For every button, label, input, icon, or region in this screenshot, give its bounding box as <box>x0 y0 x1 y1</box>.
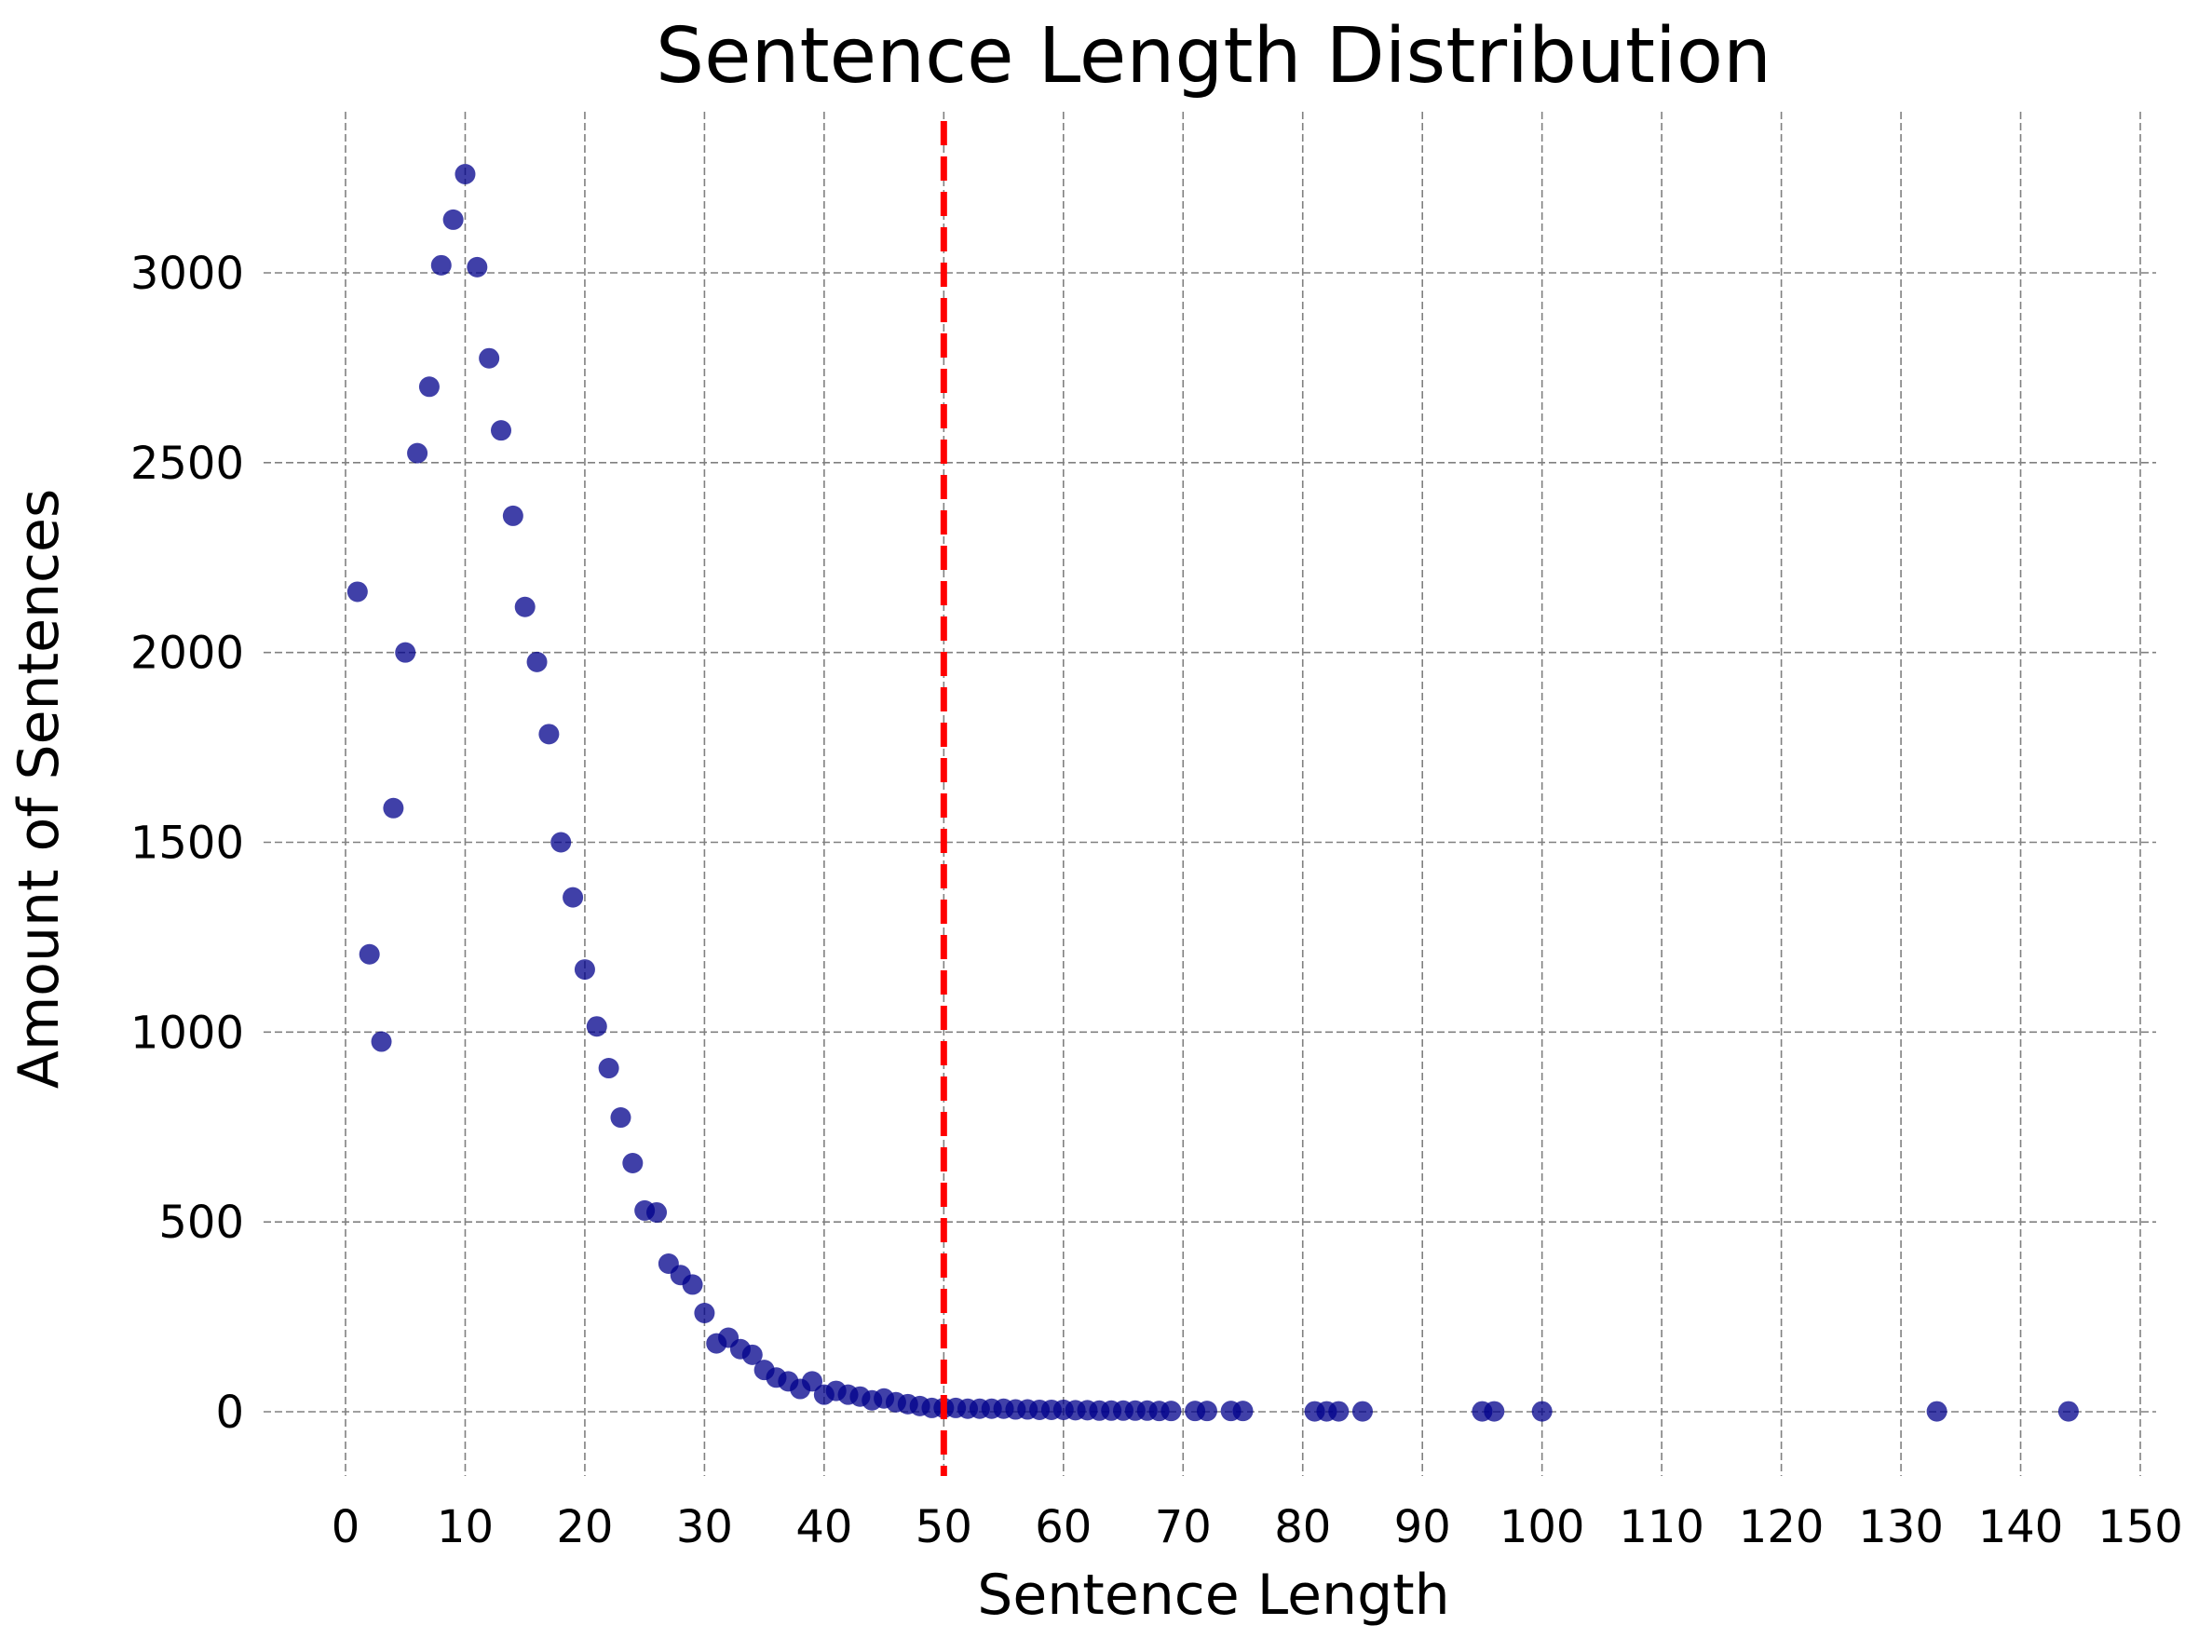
data-point <box>359 943 380 965</box>
data-points <box>346 164 2079 1422</box>
x-tick-label: 40 <box>795 1501 852 1553</box>
x-tick-label: 0 <box>332 1501 360 1553</box>
x-tick-label: 30 <box>676 1501 733 1553</box>
data-point <box>1328 1401 1350 1422</box>
data-point <box>741 1344 763 1365</box>
data-point <box>682 1274 703 1295</box>
data-point <box>598 1058 619 1079</box>
x-tick-label: 90 <box>1394 1501 1451 1553</box>
data-point <box>1232 1401 1254 1422</box>
x-tick-label: 50 <box>916 1501 972 1553</box>
y-tick-label: 2500 <box>130 438 244 490</box>
data-point <box>526 651 548 672</box>
data-point <box>802 1371 823 1392</box>
data-point <box>442 209 464 230</box>
data-point <box>2057 1401 2079 1422</box>
x-tick-labels: 0 10 20 30 40 50 60 70 80 90 100 110 120 130 140 150 <box>332 1501 2183 1553</box>
data-point <box>407 442 428 464</box>
y-tick-labels: 0 500 1000 1500 2000 2500 3000 <box>130 248 244 1439</box>
y-tick-label: 0 <box>215 1387 244 1439</box>
x-tick-label: 120 <box>1739 1501 1825 1553</box>
data-point <box>1926 1401 1947 1422</box>
x-tick-label: 60 <box>1035 1501 1092 1553</box>
data-point <box>586 1016 607 1037</box>
x-tick-label: 20 <box>556 1501 613 1553</box>
data-point <box>563 887 584 908</box>
x-axis-label: Sentence Length <box>977 1563 1449 1628</box>
data-point <box>1484 1401 1505 1422</box>
data-point <box>1351 1401 1373 1422</box>
data-point <box>1196 1401 1217 1422</box>
y-axis-label: Amount of Sentences <box>7 489 72 1089</box>
data-point <box>430 254 452 276</box>
y-tick-label: 3000 <box>130 248 244 300</box>
data-point <box>491 420 512 441</box>
x-tick-label: 10 <box>437 1501 494 1553</box>
data-point <box>1531 1401 1553 1422</box>
data-point <box>646 1201 668 1223</box>
data-point <box>622 1152 644 1173</box>
data-point <box>574 959 595 981</box>
y-tick-label: 500 <box>158 1197 244 1249</box>
data-point <box>550 832 572 853</box>
data-point <box>538 724 560 745</box>
data-point <box>610 1107 631 1129</box>
data-point <box>455 164 476 185</box>
grid-lines <box>264 112 2156 1476</box>
x-tick-label: 140 <box>1978 1501 2064 1553</box>
data-point <box>514 596 536 617</box>
y-tick-label: 2000 <box>130 628 244 680</box>
y-tick-label: 1000 <box>130 1007 244 1059</box>
y-tick-label: 1500 <box>130 818 244 870</box>
data-point <box>371 1031 392 1052</box>
data-point <box>502 505 523 526</box>
data-point <box>467 256 488 278</box>
data-point <box>395 642 416 663</box>
data-point <box>479 347 500 369</box>
x-tick-label: 150 <box>2097 1501 2183 1553</box>
x-tick-label: 70 <box>1155 1501 1212 1553</box>
x-tick-label: 80 <box>1274 1501 1331 1553</box>
data-point <box>694 1303 715 1324</box>
data-point <box>1160 1401 1182 1422</box>
chart-title: Sentence Length Distribution <box>656 12 1771 101</box>
x-tick-label: 130 <box>1858 1501 1944 1553</box>
x-tick-label: 110 <box>1619 1501 1704 1553</box>
data-point <box>346 581 368 603</box>
x-tick-label: 100 <box>1500 1501 1585 1553</box>
data-point <box>383 797 404 819</box>
data-point <box>418 376 440 398</box>
